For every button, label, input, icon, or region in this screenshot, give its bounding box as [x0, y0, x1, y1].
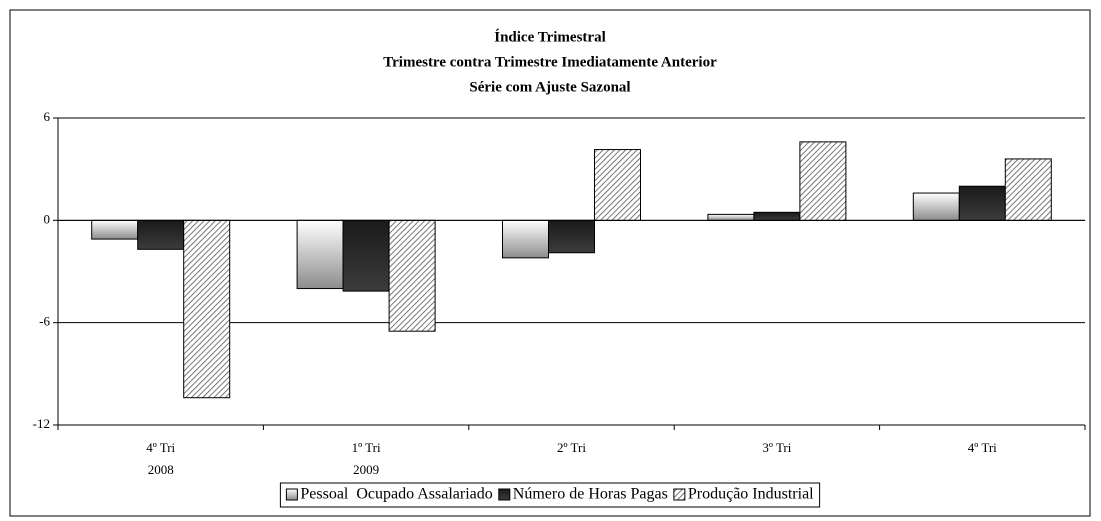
x-tick-label: 4º Tri: [968, 440, 997, 455]
bar: [548, 219, 595, 254]
x-tick-label: 2008: [148, 462, 174, 477]
x-tick-label: 2009: [353, 462, 379, 477]
bar: [707, 213, 755, 221]
bar: [342, 219, 390, 292]
legend-label: Número de Horas Pagas: [513, 486, 668, 503]
bar: [753, 211, 801, 221]
legend-swatch: [285, 488, 298, 501]
bar: [1004, 158, 1052, 221]
bar: [958, 185, 1006, 221]
y-tick-label: 6: [44, 109, 51, 124]
bar: [296, 219, 344, 290]
bar: [594, 149, 641, 221]
bar: [912, 192, 960, 221]
x-tick-label: 2º Tri: [557, 440, 586, 455]
legend-swatch: [498, 488, 511, 501]
bar: [91, 219, 139, 240]
bar: [502, 219, 549, 259]
chart-subtitle: Série com Ajuste Sazonal: [469, 79, 630, 95]
bar: [183, 219, 231, 399]
bar: [137, 219, 185, 250]
chart-title: Índice Trimestral: [494, 28, 606, 45]
y-tick-label: -12: [33, 416, 50, 431]
y-tick-label: -6: [39, 314, 50, 329]
y-tick-label: 0: [44, 211, 51, 226]
legend-box: [279, 482, 821, 508]
chart-subtitle: Trimestre contra Trimestre Imediatamente…: [383, 54, 717, 70]
bar: [799, 141, 847, 221]
x-tick-label: 3º Tri: [762, 440, 791, 455]
legend-label: Produção Industrial: [688, 486, 814, 503]
bar: [388, 219, 436, 332]
legend-swatch: [673, 488, 686, 501]
x-tick-label: 4º Tri: [146, 440, 175, 455]
x-tick-label: 1º Tri: [352, 440, 381, 455]
legend-label: Pessoal Ocupado Assalariado: [300, 486, 492, 503]
